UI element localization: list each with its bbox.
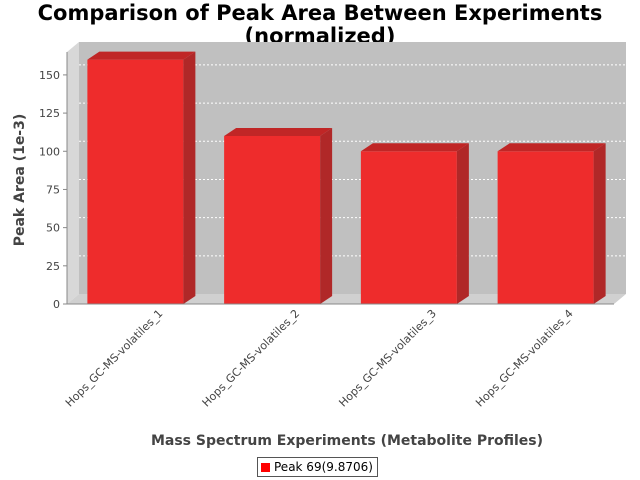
bar-front-3 bbox=[360, 151, 457, 304]
bar-side-4 bbox=[593, 143, 606, 304]
x-tick-label-3: Hops_GC-MS-volatiles_3 bbox=[336, 307, 439, 410]
bar-front-2 bbox=[224, 136, 321, 304]
bar-top-3 bbox=[360, 143, 469, 152]
x-tick-label-4: Hops_GC-MS-volatiles_4 bbox=[473, 307, 576, 410]
bar-top-4 bbox=[497, 143, 606, 152]
legend: Peak 69(9.8706) bbox=[257, 457, 378, 477]
y-tick-label-4: 100 bbox=[39, 145, 60, 158]
y-tick-label-1: 25 bbox=[46, 260, 60, 273]
bar-side-1 bbox=[183, 51, 196, 304]
y-tick-label-3: 75 bbox=[46, 183, 60, 196]
bar-front-1 bbox=[87, 59, 184, 304]
plot-floor bbox=[67, 294, 626, 304]
legend-swatch bbox=[261, 462, 270, 472]
bar-top-2 bbox=[224, 128, 333, 136]
x-tick-label-1: Hops_GC-MS-volatiles_1 bbox=[63, 307, 166, 410]
bar-2 bbox=[224, 128, 333, 304]
bar-top-1 bbox=[87, 51, 196, 60]
y-tick-label-5: 125 bbox=[39, 107, 60, 120]
y-tick-label-2: 50 bbox=[46, 222, 60, 235]
bar-4 bbox=[497, 143, 606, 304]
y-tick-label-0: 0 bbox=[53, 298, 60, 311]
bar-1 bbox=[87, 51, 196, 304]
gridlines bbox=[79, 64, 626, 257]
plot-left-wall bbox=[67, 42, 79, 304]
legend-label: Peak 69(9.8706) bbox=[274, 460, 373, 474]
chart-title-main: Comparison of Peak Area Between Experime… bbox=[37, 1, 603, 25]
y-axis-label: Peak Area (1e-3) bbox=[12, 114, 28, 247]
x-tick-label-2: Hops_GC-MS-volatiles_2 bbox=[200, 307, 303, 410]
x-axis-label: Mass Spectrum Experiments (Metabolite Pr… bbox=[151, 433, 543, 449]
bar-3 bbox=[360, 143, 469, 304]
y-tick-label-6: 150 bbox=[39, 69, 60, 82]
chart-title: Comparison of Peak Area Between Experime… bbox=[0, 2, 640, 48]
bar-side-3 bbox=[456, 143, 469, 304]
bar-front-4 bbox=[497, 151, 594, 304]
chart-subtitle: (normalized) bbox=[244, 24, 396, 48]
bars bbox=[87, 51, 606, 304]
bar-side-2 bbox=[320, 128, 333, 304]
